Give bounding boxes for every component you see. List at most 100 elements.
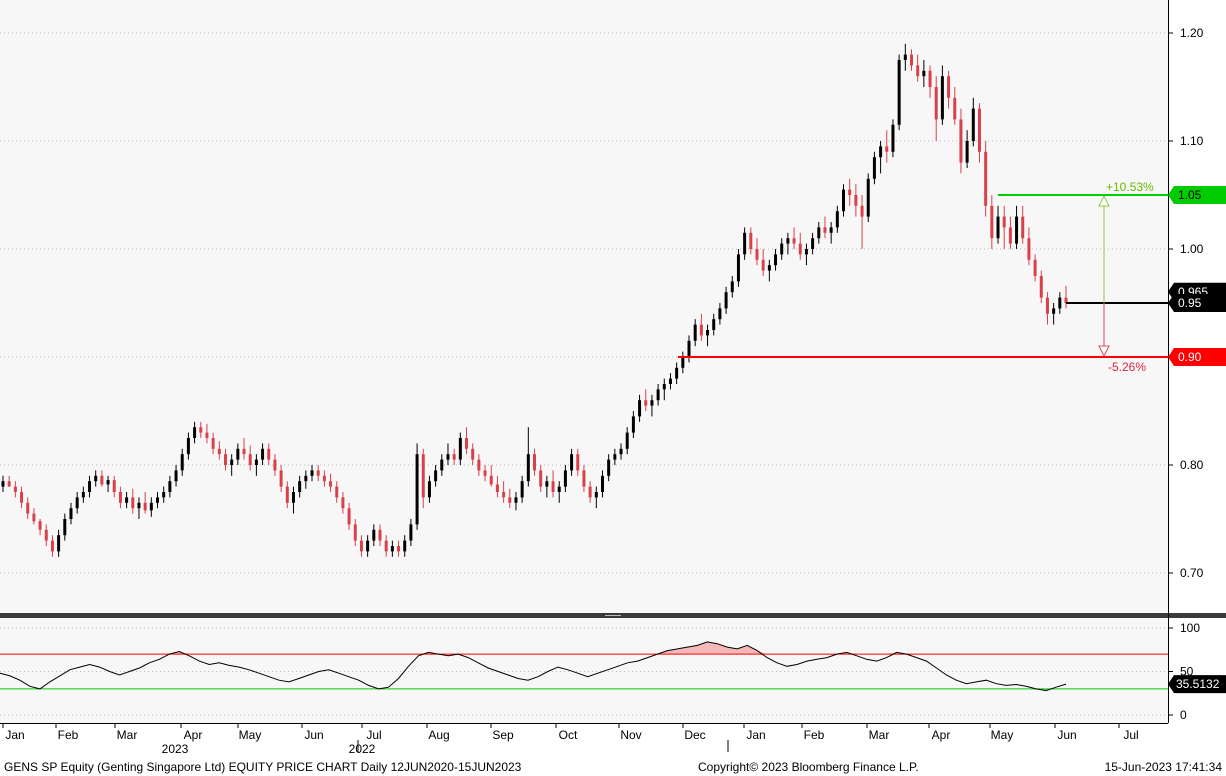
candle-body bbox=[50, 540, 54, 552]
candle-body bbox=[736, 254, 740, 282]
candle-body bbox=[563, 470, 567, 487]
candle-body bbox=[384, 540, 388, 552]
stop-arrowhead bbox=[1098, 345, 1110, 358]
candle-body bbox=[57, 535, 61, 552]
candle-body bbox=[112, 480, 116, 492]
candle-body bbox=[273, 459, 277, 471]
month-label: Feb bbox=[58, 728, 79, 742]
candle-body bbox=[471, 448, 475, 460]
rsi-value-tag-box bbox=[1168, 675, 1226, 694]
candle-body bbox=[156, 497, 160, 503]
candle-body bbox=[638, 400, 642, 417]
candle-body bbox=[749, 232, 753, 249]
month-label: Mar bbox=[869, 728, 890, 742]
stop-pct-label: -5.26% bbox=[1108, 360, 1146, 374]
candle-body bbox=[681, 357, 685, 368]
candle-body bbox=[650, 400, 654, 406]
candle-body bbox=[458, 438, 462, 460]
candle-body bbox=[897, 60, 901, 125]
candle-body bbox=[798, 243, 802, 255]
month-label: Apr bbox=[184, 728, 203, 742]
candle-body bbox=[996, 216, 1000, 239]
candle-body bbox=[483, 470, 487, 476]
candle-body bbox=[316, 470, 320, 476]
candle-body bbox=[607, 459, 611, 476]
candle-body bbox=[236, 448, 240, 460]
candle-body bbox=[730, 281, 734, 293]
candle-body bbox=[298, 481, 302, 492]
candle-body bbox=[755, 249, 759, 260]
candle-body bbox=[662, 384, 666, 390]
candle-body bbox=[539, 470, 543, 487]
candle-body bbox=[390, 546, 394, 552]
candle-body bbox=[44, 529, 48, 541]
time-axis: Jan Feb Mar Apr May Jun Jul Aug Sep Oct Nov Dec Jan F… bbox=[2, 723, 1139, 756]
candle-body bbox=[242, 448, 246, 455]
candle-body bbox=[304, 475, 308, 482]
price-panel-background bbox=[0, 0, 1168, 613]
candle-body bbox=[1015, 216, 1019, 244]
candle-body bbox=[786, 238, 790, 244]
candle-body bbox=[415, 454, 419, 525]
price-candles bbox=[1, 43, 1068, 557]
candle-body bbox=[934, 87, 938, 120]
candle-body bbox=[359, 540, 363, 552]
candle-body bbox=[446, 454, 450, 460]
rsi-tick-label: 0 bbox=[1180, 708, 1187, 722]
candle-body bbox=[366, 540, 370, 552]
candle-body bbox=[520, 481, 524, 498]
candle-body bbox=[427, 481, 431, 498]
rsi-axis: 100 50 0 bbox=[1168, 621, 1200, 722]
candle-body bbox=[829, 227, 833, 233]
month-label: Jul bbox=[366, 728, 381, 742]
copyright: Copyright© 2023 Bloomberg Finance L.P. bbox=[698, 760, 919, 774]
target-arrowhead bbox=[1098, 194, 1110, 207]
candle-body bbox=[477, 459, 481, 471]
candle-body bbox=[1058, 297, 1062, 309]
candle-body bbox=[495, 484, 499, 492]
candle-body bbox=[619, 448, 623, 455]
candle-body bbox=[860, 205, 864, 217]
candle-body bbox=[767, 265, 771, 271]
candle-body bbox=[106, 480, 110, 485]
rsi-tick-label: 100 bbox=[1180, 621, 1200, 635]
price-tick-label: 1.10 bbox=[1180, 134, 1204, 148]
candle-body bbox=[26, 502, 30, 514]
candle-body bbox=[965, 141, 969, 163]
month-label: Dec bbox=[684, 728, 705, 742]
candle-body bbox=[217, 448, 221, 455]
candle-body bbox=[557, 486, 561, 492]
target-price-tag-box bbox=[1168, 186, 1226, 204]
price-levels: +10.53% -5.26% bbox=[678, 180, 1168, 374]
candle-body bbox=[378, 529, 382, 541]
candle-body bbox=[508, 497, 512, 503]
candle-body bbox=[63, 519, 67, 536]
candle-body bbox=[872, 157, 876, 179]
candle-body bbox=[866, 178, 870, 217]
price-tick-label: 0.80 bbox=[1180, 458, 1204, 472]
candle-body bbox=[545, 481, 549, 487]
candle-body bbox=[75, 497, 79, 509]
month-label: Jun bbox=[1057, 728, 1076, 742]
candle-body bbox=[248, 454, 252, 465]
candle-body bbox=[600, 475, 604, 492]
candle-body bbox=[570, 454, 574, 471]
month-label: Jul bbox=[1123, 728, 1138, 742]
candle-body bbox=[916, 65, 920, 77]
candle-body bbox=[1027, 238, 1031, 260]
month-label: May bbox=[991, 728, 1014, 742]
candle-body bbox=[409, 524, 413, 541]
candle-body bbox=[94, 475, 98, 482]
candle-body bbox=[205, 432, 209, 438]
candle-body bbox=[452, 454, 456, 460]
candle-body bbox=[533, 454, 536, 471]
candle-body bbox=[335, 486, 339, 498]
candle-body bbox=[322, 475, 326, 482]
candle-body bbox=[162, 492, 166, 498]
target-pct-label: +10.53% bbox=[1106, 180, 1154, 194]
candle-body bbox=[13, 486, 17, 492]
candle-body bbox=[693, 324, 697, 341]
candle-body bbox=[582, 470, 586, 487]
candle-body bbox=[823, 227, 827, 233]
candle-body bbox=[1021, 216, 1025, 239]
